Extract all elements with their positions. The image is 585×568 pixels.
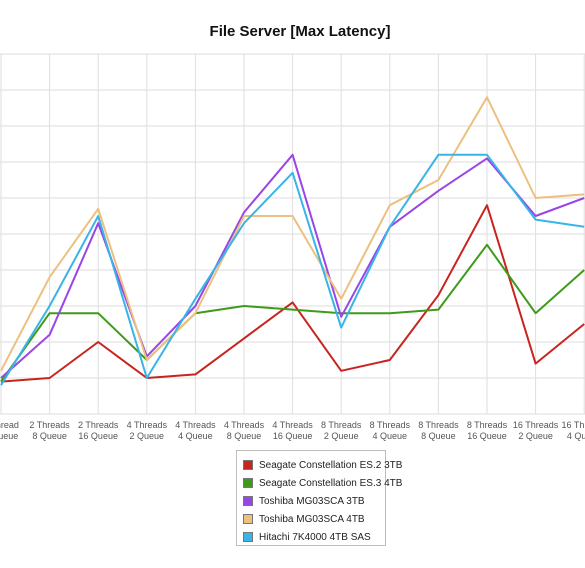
- x-tick-label: 16 Threads: [562, 420, 585, 430]
- x-tick-label: 8 Queue: [421, 431, 456, 441]
- series-line: [0, 243, 585, 383]
- x-tick-label: 1 Queue: [0, 431, 18, 441]
- series-line: [0, 204, 585, 383]
- legend-swatch: [243, 478, 253, 488]
- legend-item: Seagate Constellation ES.3 4TB: [243, 474, 402, 492]
- legend-swatch: [243, 532, 253, 542]
- series-line: [0, 96, 585, 372]
- legend-label: Toshiba MG03SCA 3TB: [259, 495, 365, 507]
- x-tick-label: 2 Threads: [78, 420, 119, 430]
- legend-label: Hitachi 7K4000 4TB SAS: [259, 531, 371, 543]
- x-tick-label: 8 Threads: [370, 420, 411, 430]
- x-tick-label: 8 Threads: [418, 420, 459, 430]
- legend-item: Toshiba MG03SCA 4TB: [243, 510, 385, 528]
- series-lines: [0, 96, 585, 386]
- x-tick-label: 4 Queue: [373, 431, 408, 441]
- x-tick-label: 16 Queue: [78, 431, 118, 441]
- series-line: [0, 153, 585, 379]
- x-tick-label: 16 Queue: [273, 431, 313, 441]
- x-tick-label: 1 Thread: [0, 420, 19, 430]
- x-tick-label: 4 Queue: [178, 431, 213, 441]
- x-tick-label: 8 Queue: [32, 431, 67, 441]
- legend: Seagate Constellation ES.2 3TB Seagate C…: [236, 450, 402, 546]
- legend-swatch: [243, 514, 253, 524]
- x-tick-label: 2 Queue: [130, 431, 165, 441]
- series-line: [0, 153, 585, 386]
- x-tick-label: 4 Queue: [567, 431, 585, 441]
- chart-title: File Server [Max Latency]: [210, 23, 391, 40]
- x-tick-label: 8 Threads: [321, 420, 362, 430]
- x-tick-label: 2 Queue: [324, 431, 359, 441]
- x-tick-label: 8 Threads: [467, 420, 508, 430]
- x-tick-label: 8 Queue: [227, 431, 262, 441]
- legend-item: Toshiba MG03SCA 3TB: [243, 492, 385, 510]
- x-tick-label: 4 Threads: [127, 420, 168, 430]
- x-tick-label: 4 Threads: [272, 420, 313, 430]
- x-tick-label: 4 Threads: [175, 420, 216, 430]
- legend-item: Seagate Constellation ES.2 3TB: [243, 456, 402, 474]
- x-tick-label: 16 Threads: [513, 420, 559, 430]
- x-tick-label: 2 Queue: [518, 431, 553, 441]
- legend-swatch: [243, 496, 253, 506]
- x-tick-label: 2 Threads: [29, 420, 70, 430]
- legend-swatch: [243, 460, 253, 470]
- legend-label: Seagate Constellation ES.3 4TB: [259, 477, 403, 489]
- legend-item: Hitachi 7K4000 4TB SAS: [243, 528, 385, 546]
- legend-label: Toshiba MG03SCA 4TB: [259, 513, 365, 525]
- grid: [0, 53, 585, 415]
- x-tick-label: 4 Threads: [224, 420, 265, 430]
- legend-label: Seagate Constellation ES.2 3TB: [259, 459, 403, 471]
- x-tick-label: 16 Queue: [467, 431, 507, 441]
